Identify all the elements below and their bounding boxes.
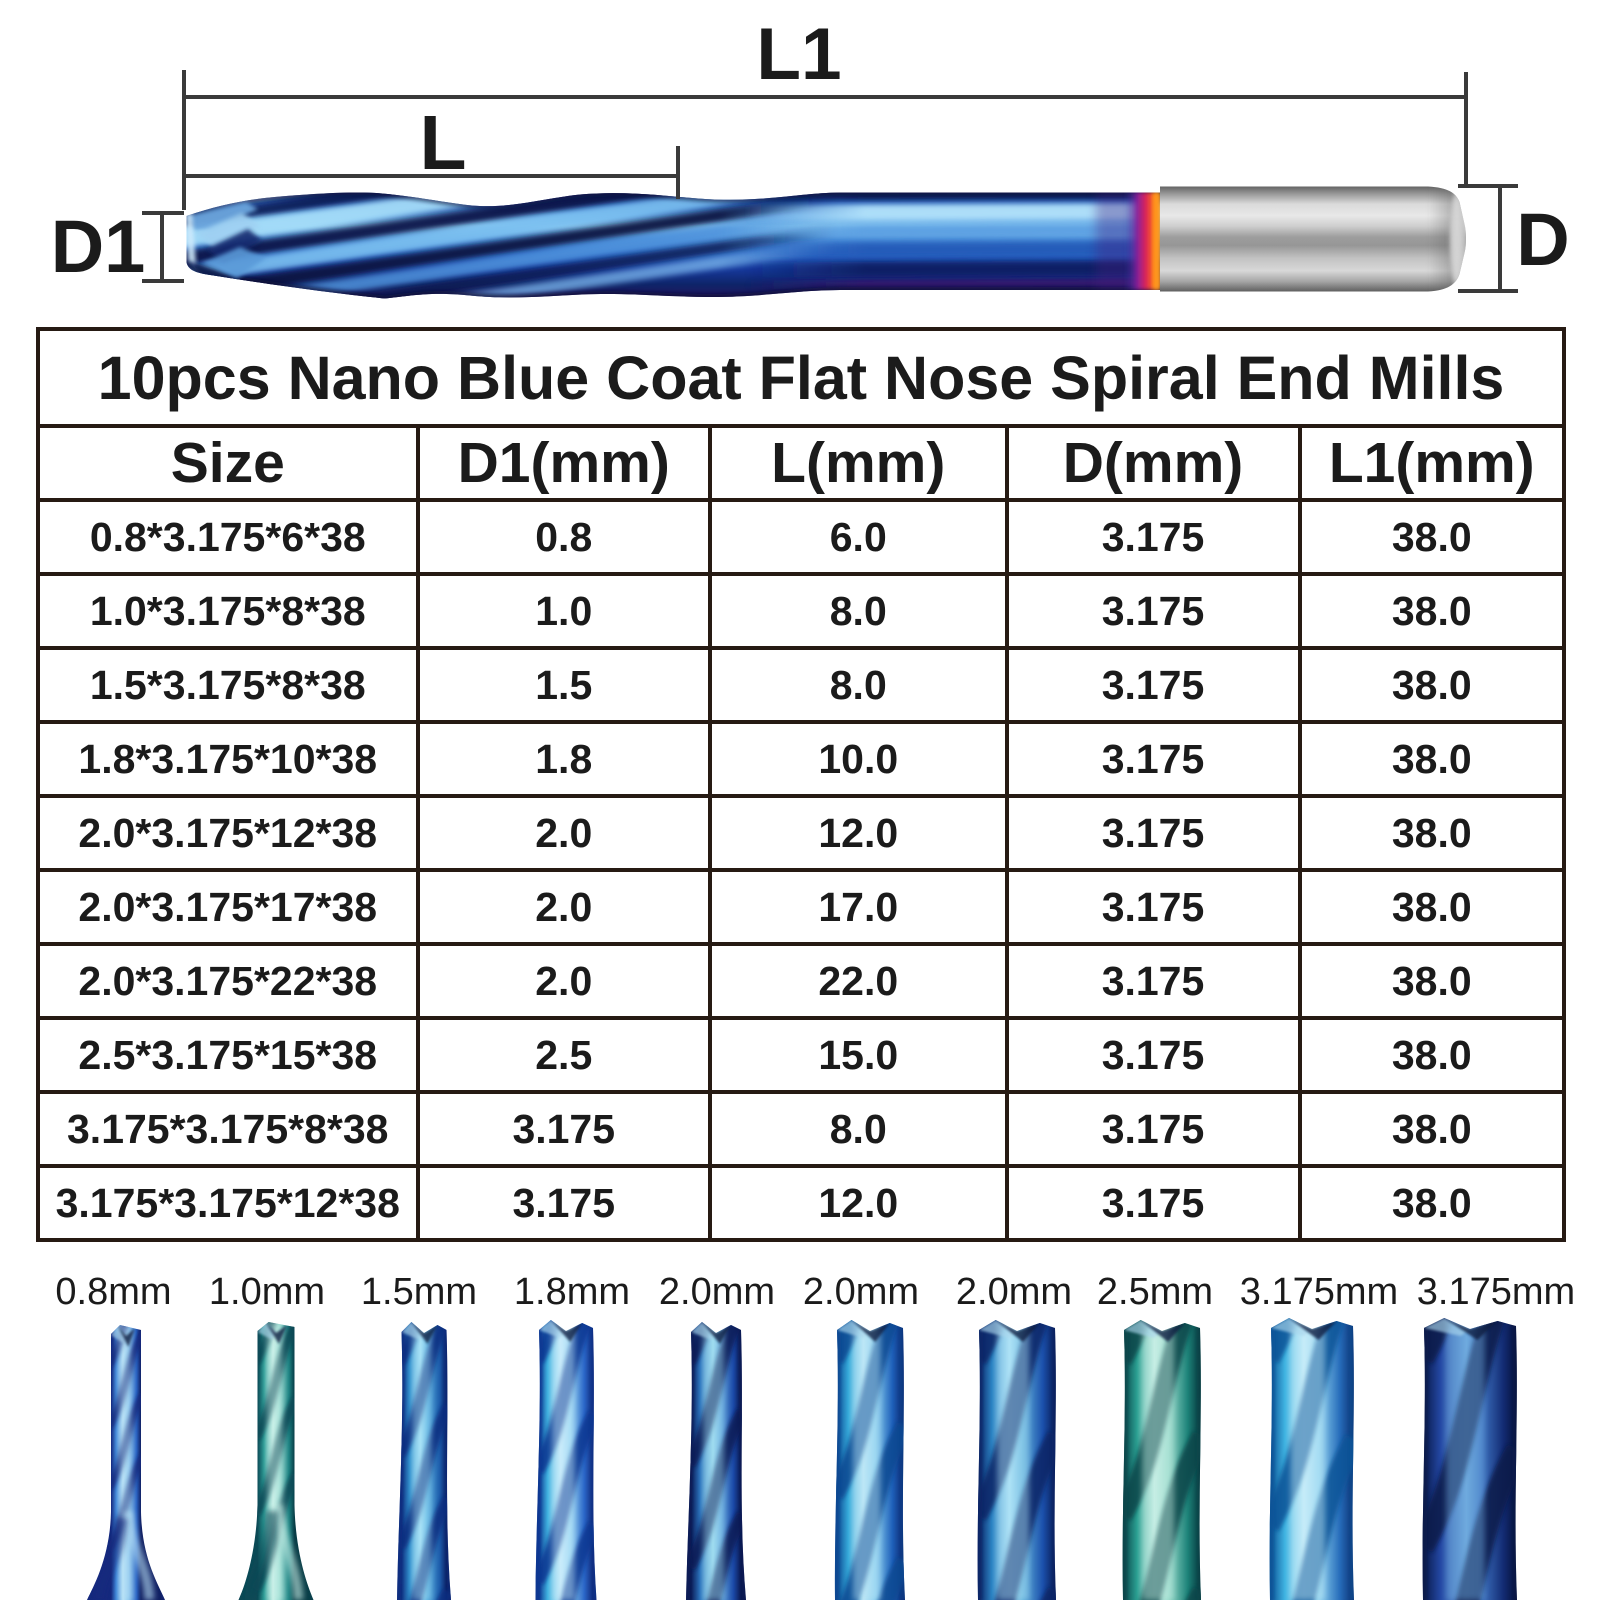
svg-text:1.8mm: 1.8mm <box>514 1271 630 1313</box>
svg-text:0.8mm: 0.8mm <box>55 1271 171 1313</box>
svg-text:2.0mm: 2.0mm <box>659 1271 775 1313</box>
svg-text:D1: D1 <box>51 205 146 288</box>
svg-text:L1: L1 <box>756 14 841 95</box>
svg-text:2.0mm: 2.0mm <box>803 1271 919 1313</box>
svg-text:2.5mm: 2.5mm <box>1097 1271 1213 1313</box>
svg-text:D: D <box>1516 198 1569 281</box>
svg-text:2.0mm: 2.0mm <box>956 1271 1072 1313</box>
svg-text:3.175mm: 3.175mm <box>1417 1271 1575 1313</box>
svg-text:L: L <box>419 100 466 186</box>
svg-text:3.175mm: 3.175mm <box>1240 1271 1398 1313</box>
svg-text:1.5mm: 1.5mm <box>361 1271 477 1313</box>
svg-text:1.0mm: 1.0mm <box>209 1271 325 1313</box>
